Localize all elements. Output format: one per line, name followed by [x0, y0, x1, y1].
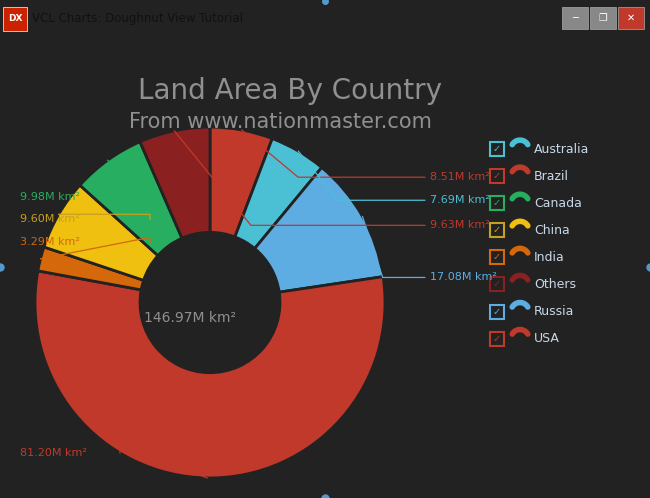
Text: 9.63M km²: 9.63M km²: [430, 220, 489, 231]
Text: Land Area By Country: Land Area By Country: [138, 77, 442, 105]
Bar: [562, 7, 588, 29]
Text: ✓: ✓: [493, 279, 501, 289]
Text: ✓: ✓: [493, 198, 501, 208]
Bar: [490, 304, 504, 319]
Wedge shape: [35, 271, 385, 478]
Text: ✓: ✓: [493, 307, 501, 317]
Text: 9.60M km²: 9.60M km²: [20, 214, 80, 224]
Text: USA: USA: [534, 332, 560, 345]
Text: DX: DX: [8, 14, 22, 23]
Text: Others: Others: [534, 278, 576, 291]
Text: 8.51M km²: 8.51M km²: [430, 172, 489, 182]
Text: 17.08M km²: 17.08M km²: [430, 272, 497, 282]
Text: Australia: Australia: [534, 142, 590, 156]
Text: 9.98M km²: 9.98M km²: [20, 192, 80, 202]
Text: ✓: ✓: [493, 225, 501, 236]
Wedge shape: [38, 247, 144, 290]
Bar: [490, 142, 504, 156]
Wedge shape: [80, 142, 182, 255]
Text: ✓: ✓: [493, 252, 501, 262]
Text: Canada: Canada: [534, 197, 582, 210]
Bar: [590, 7, 616, 29]
Wedge shape: [210, 127, 272, 237]
Text: ✕: ✕: [627, 13, 635, 23]
Text: 3.29M km²: 3.29M km²: [20, 238, 80, 248]
Bar: [490, 332, 504, 346]
Text: China: China: [534, 224, 570, 237]
Text: ❒: ❒: [599, 13, 607, 23]
Text: Russia: Russia: [534, 305, 575, 318]
Bar: [490, 169, 504, 183]
Wedge shape: [44, 185, 158, 280]
Bar: [490, 223, 504, 238]
Bar: [490, 250, 504, 264]
Text: 81.20M km²: 81.20M km²: [20, 448, 87, 458]
Bar: [490, 277, 504, 291]
Text: Brazil: Brazil: [534, 170, 569, 183]
Wedge shape: [255, 167, 383, 292]
Bar: [490, 196, 504, 210]
Text: VCL Charts: Doughnut View Tutorial: VCL Charts: Doughnut View Tutorial: [32, 12, 243, 25]
Text: India: India: [534, 251, 565, 264]
Text: 146.97M km²: 146.97M km²: [144, 311, 236, 325]
Text: ─: ─: [572, 13, 578, 23]
Text: 7.69M km²: 7.69M km²: [430, 195, 490, 205]
Text: ✓: ✓: [493, 171, 501, 181]
FancyBboxPatch shape: [3, 7, 27, 31]
Bar: [618, 7, 644, 29]
Text: ✓: ✓: [493, 334, 501, 344]
Text: From www.nationmaster.com: From www.nationmaster.com: [129, 112, 432, 132]
Text: ✓: ✓: [493, 144, 501, 154]
Wedge shape: [235, 138, 322, 249]
Wedge shape: [140, 127, 210, 238]
